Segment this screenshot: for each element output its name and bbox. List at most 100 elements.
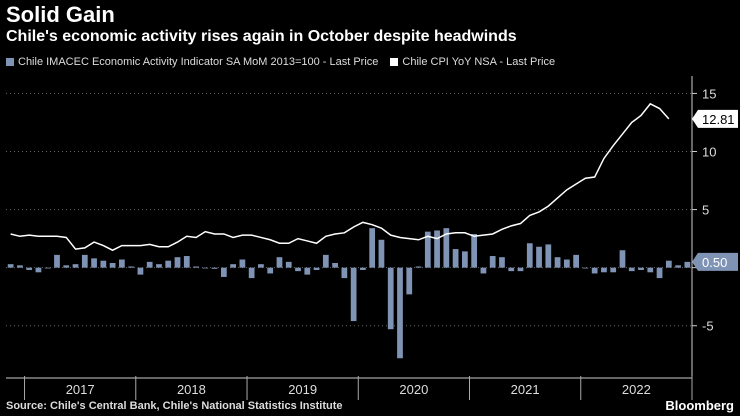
imacec-bar <box>137 267 144 275</box>
x-tick-label: 2021 <box>511 382 540 397</box>
imacec-bar <box>258 264 264 268</box>
imacec-bar <box>517 267 524 272</box>
imacec-bar <box>295 267 301 272</box>
imacec-bar <box>332 263 338 268</box>
imacec-bar <box>536 246 542 268</box>
imacec-bar <box>665 260 672 268</box>
imacec-bar <box>322 254 329 268</box>
x-tick-label: 2019 <box>288 382 317 397</box>
imacec-bar <box>610 267 617 273</box>
imacec-bar <box>350 267 357 322</box>
imacec-bar <box>526 243 533 268</box>
legend: Chile IMACEC Economic Activity Indicator… <box>6 56 555 68</box>
imacec-bar <box>174 257 181 268</box>
x-tick-label: 2022 <box>622 382 651 397</box>
imacec-last-label-bg <box>692 252 738 271</box>
imacec-bar <box>378 239 385 268</box>
imacec-bar <box>471 233 478 268</box>
imacec-bar <box>202 267 209 269</box>
imacec-bar <box>109 263 116 268</box>
imacec-bar <box>285 261 292 268</box>
cpi-last-label: 12.81 <box>702 112 735 127</box>
source-note: Source: Chile's Central Bank, Chile's Na… <box>6 400 343 412</box>
imacec-bar <box>44 267 51 269</box>
y-tick-label: -5 <box>702 319 714 334</box>
imacec-bar <box>415 266 422 268</box>
imacec-bar <box>63 265 70 268</box>
legend-swatch-bar <box>6 58 14 66</box>
imacec-bar <box>638 267 644 270</box>
imacec-bar <box>452 249 459 268</box>
imacec-bar <box>26 267 33 270</box>
chart-subtitle: Chile's economic activity rises again in… <box>6 28 517 45</box>
imacec-bar <box>230 264 236 268</box>
y-tick-label: 15 <box>702 86 716 101</box>
y-tick-label: 10 <box>702 145 716 160</box>
imacec-bar <box>313 267 320 270</box>
imacec-bar <box>341 267 348 279</box>
x-tick-label: 2018 <box>177 382 206 397</box>
imacec-bar <box>91 258 97 268</box>
imacec-bar <box>647 267 654 273</box>
imacec-bar <box>462 251 468 268</box>
brand-logo: Bloomberg <box>665 398 734 413</box>
legend-swatch-line <box>390 58 399 66</box>
imacec-bar <box>545 244 552 268</box>
imacec-bar <box>146 261 153 268</box>
imacec-bar <box>406 267 413 295</box>
cpi-last-label-bg <box>692 109 738 128</box>
imacec-bar <box>619 250 626 268</box>
legend-item-imacec: Chile IMACEC Economic Activity Indicator… <box>6 56 378 68</box>
imacec-bar <box>424 231 431 268</box>
imacec-bar <box>156 264 162 268</box>
imacec-bar <box>35 267 42 273</box>
legend-label-imacec: Chile IMACEC Economic Activity Indicator… <box>18 56 379 68</box>
cpi-line <box>10 102 670 252</box>
imacec-bar <box>480 267 487 274</box>
imacec-bar <box>554 257 561 268</box>
imacec-bar <box>563 259 570 268</box>
imacec-bar <box>72 264 79 268</box>
imacec-bar <box>591 267 598 274</box>
chart-title: Solid Gain <box>6 2 115 27</box>
legend-item-cpi: Chile CPI YoY NSA - Last Price <box>390 56 555 68</box>
imacec-bar <box>582 267 589 269</box>
imacec-bar <box>443 228 450 268</box>
imacec-bar <box>434 230 440 268</box>
imacec-bar <box>369 228 376 268</box>
imacec-bar <box>239 259 246 268</box>
imacec-bar <box>100 260 107 268</box>
y-tick-label: 5 <box>702 203 709 218</box>
imacec-bar <box>675 265 681 268</box>
imacec-bar <box>54 254 60 268</box>
imacec-bar <box>684 261 691 268</box>
legend-label-cpi: Chile CPI YoY NSA - Last Price <box>402 56 556 68</box>
imacec-bar <box>248 267 255 279</box>
imacec-bar <box>211 267 218 269</box>
imacec-bar <box>601 267 607 273</box>
imacec-bar <box>128 266 135 268</box>
imacec-bar <box>17 265 23 268</box>
imacec-bar <box>81 254 88 268</box>
imacec-bar <box>267 267 274 274</box>
imacec-bar <box>489 256 496 268</box>
imacec-bar <box>628 267 635 272</box>
imacec-bar <box>7 264 14 268</box>
imacec-bar <box>165 260 172 268</box>
imacec-last-label: 0.50 <box>702 255 727 270</box>
imacec-bar <box>119 259 125 268</box>
imacec-bar <box>183 256 190 268</box>
imacec-bar <box>387 267 394 330</box>
imacec-bar <box>499 257 505 268</box>
x-tick-label: 2017 <box>66 382 95 397</box>
imacec-bar <box>220 267 227 277</box>
imacec-bar <box>397 267 403 359</box>
x-tick-label: 2020 <box>399 382 428 397</box>
imacec-bar <box>508 267 515 272</box>
imacec-bar <box>573 254 579 268</box>
imacec-bar <box>656 267 663 279</box>
imacec-bar <box>360 267 366 270</box>
imacec-bar <box>276 257 283 268</box>
imacec-bar <box>193 266 199 268</box>
